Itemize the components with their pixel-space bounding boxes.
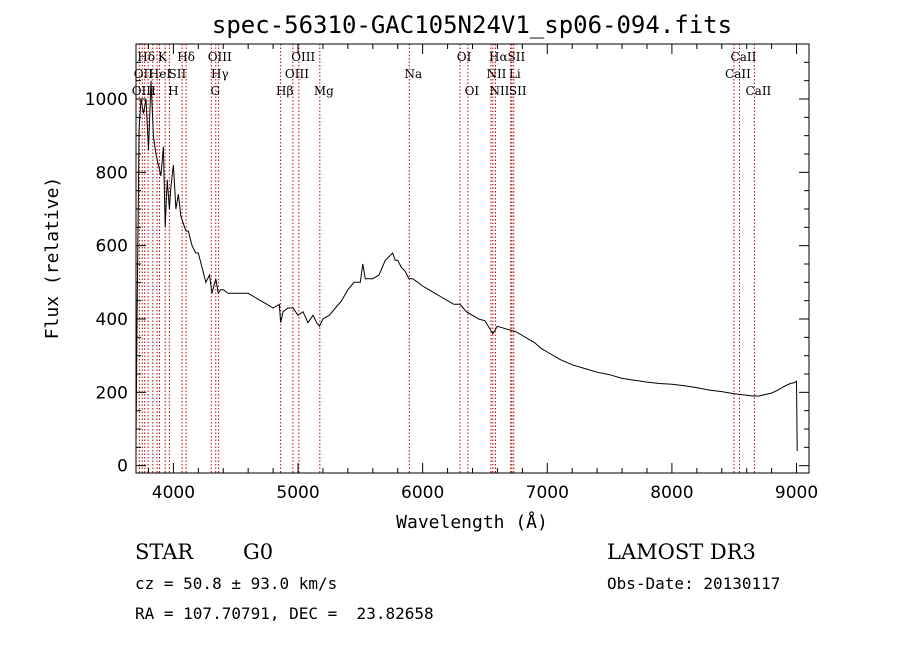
spectral-line-label: Na (404, 67, 422, 81)
spectral-line-label: OI (465, 84, 480, 98)
x-tick-label: 9000 (775, 483, 818, 503)
object-subclass: G0 (243, 540, 274, 564)
spectral-line-label: NII (486, 67, 506, 81)
spectral-line-label: Li (509, 67, 521, 81)
obs-date-text: Obs-Date: 20130117 (607, 574, 781, 593)
spectral-line-label: K (158, 50, 168, 64)
spectral-line-label: OII (134, 67, 154, 81)
spectral-line-label: OIII (291, 50, 315, 64)
spectral-line-label: OI (457, 50, 472, 64)
spectral-line-label: CaII (745, 84, 771, 98)
chart-title: spec-56310-GAC105N24V1_sp06-094.fits (212, 11, 732, 39)
y-tick-label: 200 (96, 383, 128, 403)
spectral-line-label: HeI (149, 67, 172, 81)
spectral-line-label: OIII (208, 50, 232, 64)
spectral-line-label: SII (509, 84, 527, 98)
spectral-line-label: ε (149, 84, 155, 98)
spectral-line-label: Hγ (211, 67, 229, 81)
x-axis-ticks: 4000 5000 6000 7000 8000 9000 (147, 44, 818, 503)
spectral-line-label: OIII (285, 67, 309, 81)
spectral-line-label: CaII (731, 50, 757, 64)
x-axis-label: Wavelength (Å) (396, 511, 548, 533)
y-axis-label: Flux (relative) (42, 177, 63, 340)
y-tick-label: 600 (96, 237, 128, 257)
survey-name: LAMOST DR3 (607, 540, 756, 564)
spectral-line-label: H (168, 84, 178, 98)
y-tick-label: 800 (96, 163, 128, 183)
spectral-line-markers (138, 44, 755, 473)
spectral-line-label: Hα (489, 50, 508, 64)
redshift-text: cz = 50.8 ± 93.0 km/s (135, 574, 338, 593)
plot-frame (135, 43, 810, 474)
coordinates-text: RA = 107.70791, DEC = 23.82658 (135, 604, 434, 623)
y-axis-ticks: 0 200 400 600 800 1000 (85, 61, 809, 477)
x-tick-label: 7000 (526, 483, 569, 503)
spectral-line-label: OIII (132, 84, 156, 98)
spectral-line-label: Hβ (276, 84, 293, 98)
spectral-line-label: G (210, 84, 220, 98)
y-tick-label: 0 (117, 457, 128, 477)
spectral-line-label: Hδ (137, 50, 155, 64)
object-class: STAR (135, 540, 194, 564)
y-tick-label: 400 (96, 310, 128, 330)
spectral-line-label: SII (508, 50, 526, 64)
x-tick-label: 5000 (276, 483, 319, 503)
spectral-line-label: NII (489, 84, 509, 98)
y-tick-label: 1000 (85, 90, 128, 110)
x-tick-label: 4000 (152, 483, 195, 503)
spectral-line-label: Mg (314, 84, 334, 98)
spectral-line-label: SII (169, 67, 187, 81)
x-tick-label: 8000 (650, 483, 693, 503)
spectral-line-label: CaII (725, 67, 751, 81)
spectrum-line (135, 80, 798, 452)
x-tick-label: 6000 (401, 483, 444, 503)
spectral-line-label: Hδ (177, 50, 195, 64)
